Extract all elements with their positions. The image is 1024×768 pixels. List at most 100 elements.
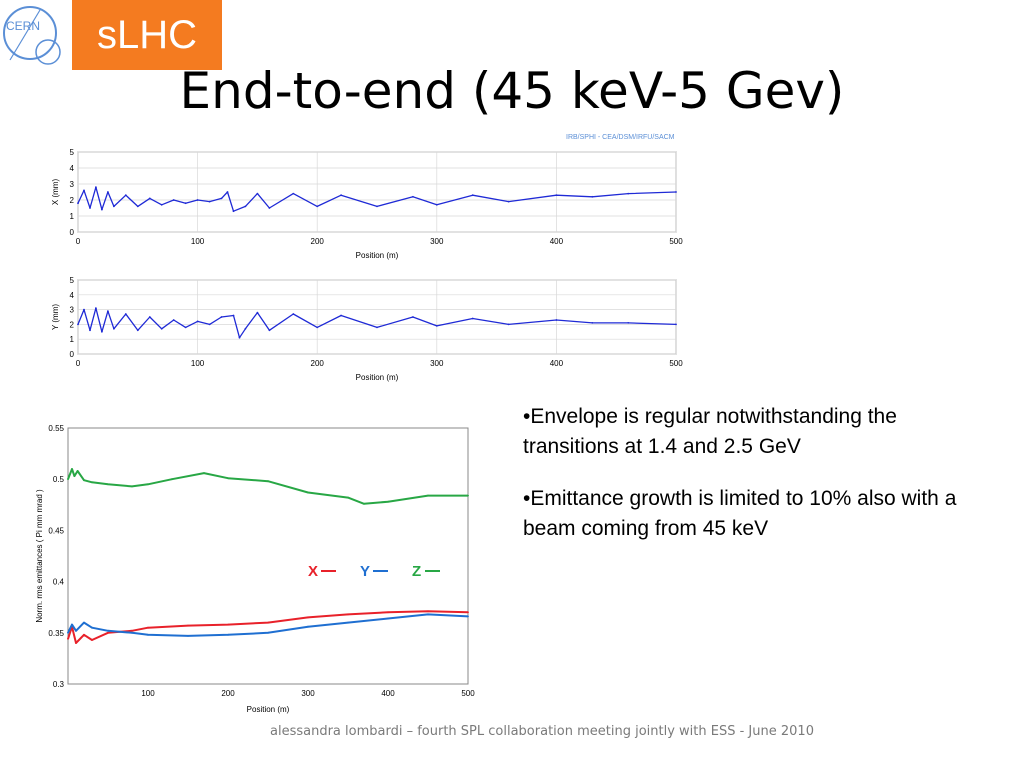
- data-point: [232, 210, 235, 213]
- data-point: [467, 611, 469, 614]
- data-point: [67, 478, 69, 481]
- data-point: [203, 472, 205, 474]
- x-axis-label: Position (m): [356, 373, 399, 382]
- x-envelope-chart: 0 100 200 300 400 500 0 1 2 3 4 5 Position (m) X (mm): [51, 148, 683, 260]
- y-tick-label: 1: [70, 212, 75, 221]
- data-point: [316, 326, 319, 329]
- x-tick-label: 0: [76, 359, 81, 368]
- data-point: [107, 191, 109, 193]
- data-point: [363, 502, 365, 505]
- data-point: [267, 480, 269, 483]
- data-point: [124, 194, 127, 197]
- data-point: [171, 478, 173, 481]
- x-axis-label: Position (m): [356, 251, 399, 260]
- x-tick-label: 200: [311, 237, 325, 246]
- data-point: [148, 197, 151, 200]
- data-point: [307, 625, 309, 628]
- data-point: [435, 325, 438, 327]
- data-point: [340, 194, 342, 197]
- data-point: [555, 194, 558, 197]
- data-point: [107, 631, 109, 634]
- data-point: [148, 316, 151, 318]
- data-point: [75, 642, 77, 644]
- data-point: [160, 203, 163, 206]
- data-point: [147, 483, 149, 486]
- y-tick-label: 1: [70, 335, 75, 344]
- data-point: [71, 623, 73, 626]
- series-line-y: [67, 613, 469, 637]
- chart-credit: IRB/SPHI - CEA/DSM/IRFU/SACM: [566, 134, 675, 141]
- data-point: [256, 192, 259, 195]
- data-point: [467, 494, 469, 497]
- data-point: [347, 621, 349, 624]
- data-point: [113, 327, 115, 330]
- series-line-x: [67, 610, 469, 644]
- y-tick-label: 0.35: [48, 629, 64, 638]
- y-tick-label: 4: [70, 164, 75, 173]
- data-point: [427, 610, 429, 613]
- data-point: [83, 633, 85, 636]
- y-tick-label: 4: [70, 291, 75, 300]
- data-point: [227, 633, 229, 636]
- data-point: [101, 208, 103, 211]
- data-point: [292, 192, 295, 195]
- data-point: [107, 629, 109, 632]
- data-point: [471, 317, 474, 320]
- data-point: [232, 314, 235, 317]
- data-point: [83, 479, 85, 482]
- y-tick-label: 0: [70, 350, 75, 359]
- data-point: [184, 326, 187, 329]
- page-title: End-to-end (45 keV-5 Gev): [179, 62, 845, 120]
- data-point: [75, 629, 77, 632]
- y-tick-label: 3: [70, 180, 75, 189]
- y-tick-label: 5: [70, 148, 75, 157]
- x-tick-label: 100: [141, 689, 155, 698]
- data-point: [256, 311, 259, 314]
- data-point: [89, 207, 91, 209]
- y-tick-label: 0.3: [53, 680, 65, 689]
- data-point: [147, 633, 149, 636]
- data-point: [267, 621, 269, 624]
- data-point: [95, 307, 97, 309]
- data-point: [467, 615, 469, 618]
- project-badge: sLHC: [72, 0, 222, 70]
- plot-frame: [77, 151, 677, 233]
- x-tick-label: 200: [221, 689, 235, 698]
- data-point: [347, 613, 349, 616]
- plot-frame: [77, 279, 677, 355]
- data-point: [268, 207, 271, 209]
- data-point: [387, 500, 389, 503]
- x-tick-label: 0: [76, 237, 81, 246]
- data-point: [244, 205, 247, 208]
- data-point: [73, 475, 76, 477]
- data-point: [172, 199, 175, 201]
- y-tick-label: 0.45: [48, 526, 64, 535]
- x-tick-label: 300: [430, 359, 444, 368]
- data-point: [387, 611, 389, 614]
- y-tick-label: 0: [70, 228, 75, 237]
- cern-logo: CERN: [3, 6, 61, 65]
- data-point: [507, 323, 510, 326]
- data-point: [435, 203, 438, 206]
- y-axis-label: Norm. rms emittances ( Pi mm mrad ): [35, 489, 44, 623]
- data-point: [89, 329, 91, 332]
- data-point: [292, 313, 295, 315]
- data-point: [91, 481, 93, 484]
- data-point: [226, 191, 229, 193]
- y-tick-label: 2: [70, 196, 75, 205]
- x-tick-label: 400: [381, 689, 395, 698]
- data-point: [83, 308, 85, 311]
- y-tick-label: 0.5: [53, 475, 65, 484]
- data-point: [376, 205, 378, 208]
- y-tick-label: 2: [70, 320, 75, 329]
- bullet-item: •Envelope is regular notwithstanding the…: [523, 405, 897, 458]
- data-point: [507, 200, 510, 203]
- emittance-chart: 100 200 300 400 500 0.3 0.35 0.4 0.45 0.5 0.55 Posi…: [35, 424, 475, 714]
- data-point: [340, 314, 342, 317]
- data-point: [67, 638, 69, 640]
- data-point: [307, 616, 309, 619]
- data-point: [412, 195, 414, 198]
- data-point: [675, 191, 677, 193]
- data-point: [427, 613, 429, 616]
- data-point: [387, 617, 389, 620]
